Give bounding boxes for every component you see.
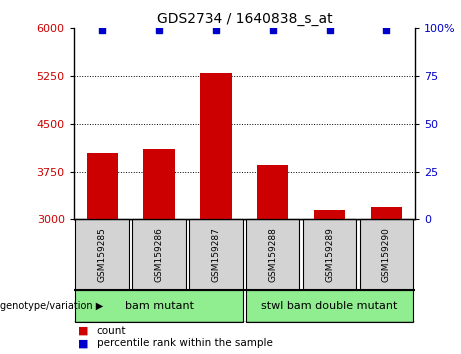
Text: GSM159289: GSM159289	[325, 227, 334, 282]
Text: GSM159288: GSM159288	[268, 227, 277, 282]
Bar	[303, 219, 356, 290]
Bar	[76, 290, 242, 322]
Text: GSM159290: GSM159290	[382, 227, 391, 282]
Bar	[76, 219, 129, 290]
Text: stwl bam double mutant: stwl bam double mutant	[261, 301, 398, 311]
Bar	[360, 219, 413, 290]
Bar	[314, 210, 345, 219]
Bar	[189, 219, 242, 290]
Bar	[371, 207, 402, 219]
Text: GSM159286: GSM159286	[154, 227, 164, 282]
Text: percentile rank within the sample: percentile rank within the sample	[97, 338, 273, 348]
Text: GSM159285: GSM159285	[98, 227, 106, 282]
Bar	[132, 219, 186, 290]
Text: bam mutant: bam mutant	[124, 301, 194, 311]
Bar	[246, 290, 413, 322]
Text: count: count	[97, 326, 126, 336]
Text: genotype/variation ▶: genotype/variation ▶	[0, 301, 104, 311]
Bar	[143, 149, 175, 219]
Bar	[257, 165, 289, 219]
Bar	[246, 219, 300, 290]
Text: ■: ■	[78, 338, 89, 348]
Text: ■: ■	[78, 326, 89, 336]
Bar	[200, 73, 231, 219]
Bar	[87, 153, 118, 219]
Title: GDS2734 / 1640838_s_at: GDS2734 / 1640838_s_at	[157, 12, 332, 26]
Text: GSM159287: GSM159287	[212, 227, 220, 282]
